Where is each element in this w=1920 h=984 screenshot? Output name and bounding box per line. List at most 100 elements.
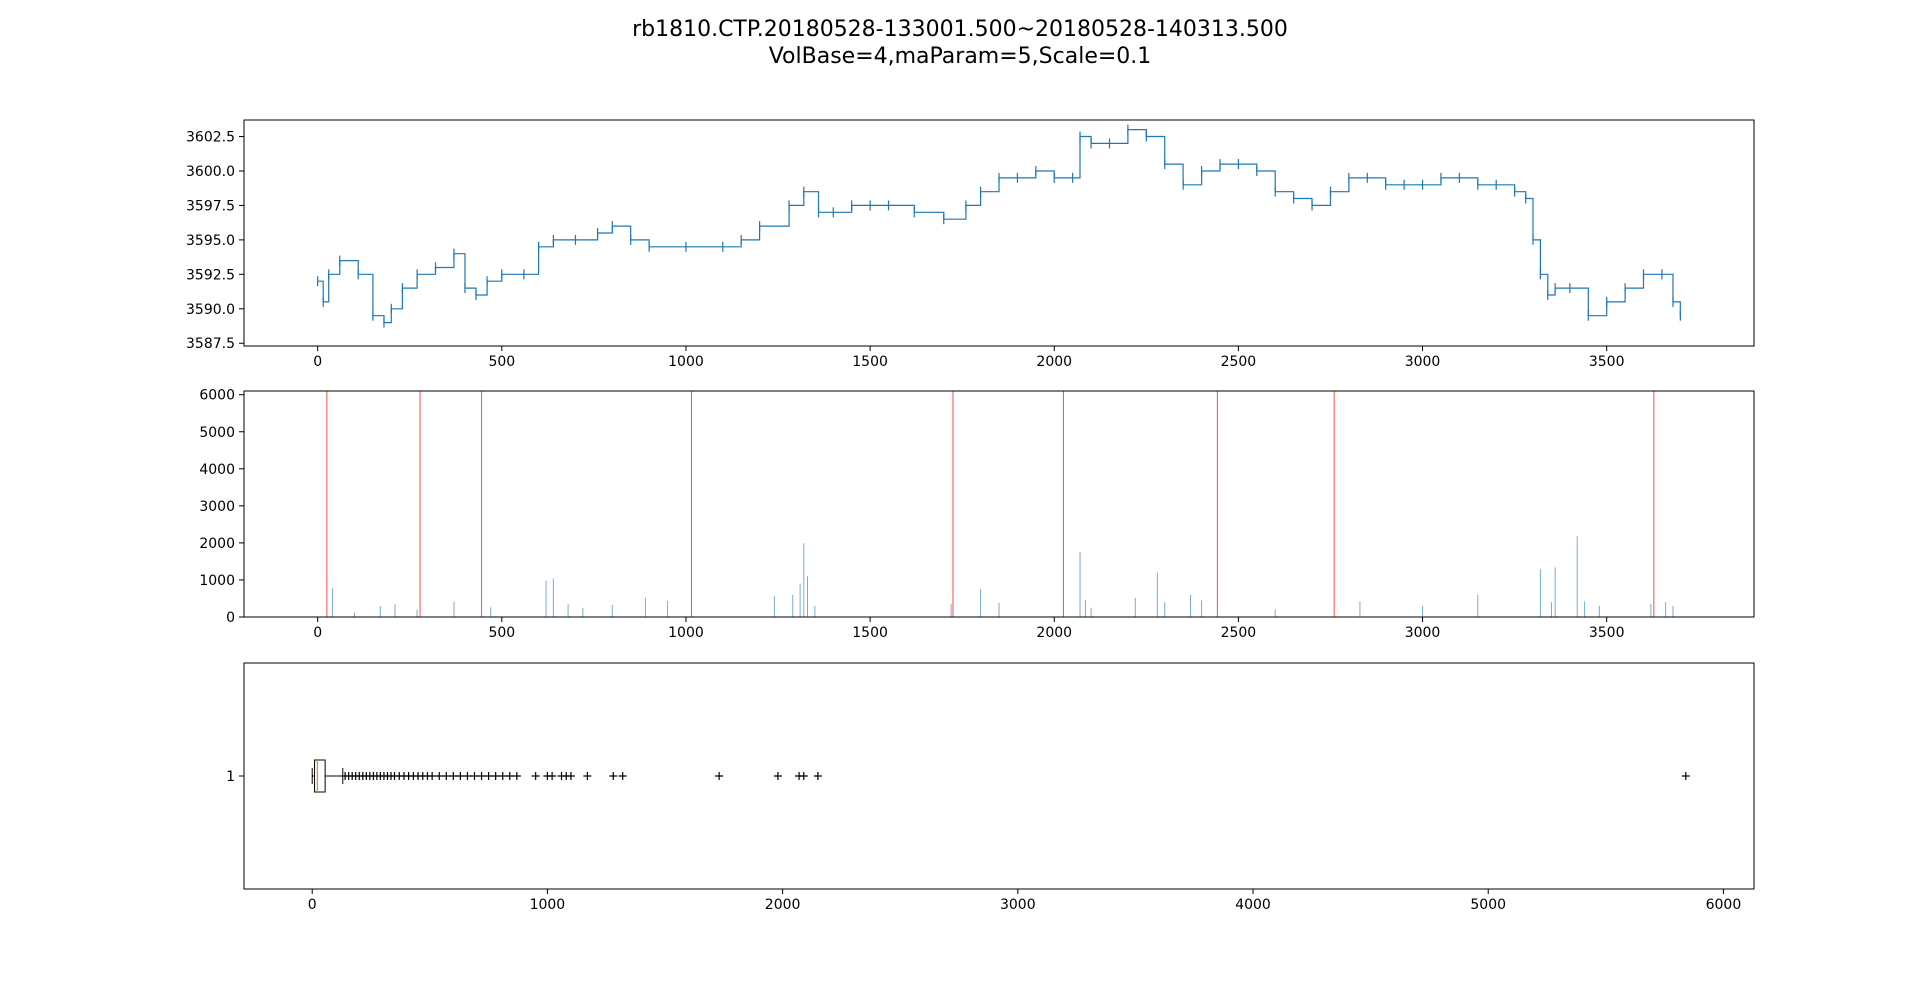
outlier-marker	[715, 772, 724, 780]
x-tick-label: 3000	[1405, 354, 1441, 370]
price-point	[1274, 186, 1276, 197]
x-tick-label: 500	[488, 354, 515, 370]
x-tick-label: 0	[313, 625, 322, 641]
outlier-marker	[463, 772, 472, 780]
price-point	[1079, 131, 1081, 142]
x-tick-label: 1500	[852, 354, 888, 370]
price-point	[648, 241, 650, 252]
outlier-marker	[498, 772, 507, 780]
price-point	[851, 200, 853, 211]
price-point	[1219, 159, 1221, 170]
price-point	[401, 283, 403, 294]
x-tick-label: 4000	[1235, 897, 1271, 913]
y-tick-label: 1000	[199, 573, 235, 589]
price-point	[1293, 193, 1295, 204]
price-point	[1108, 138, 1111, 149]
outlier-marker	[512, 772, 521, 780]
price-point	[596, 228, 599, 238]
price-point	[1672, 296, 1674, 307]
outlier-marker	[470, 772, 479, 780]
price-point	[887, 200, 890, 211]
price-point	[1440, 172, 1442, 183]
x-tick-label: 5000	[1470, 897, 1506, 913]
y-tick-label: 5000	[199, 425, 235, 441]
y-tick-label: 4000	[199, 462, 235, 478]
x-tick-label: 1000	[668, 354, 704, 370]
price-point	[869, 200, 871, 211]
price-point	[523, 269, 525, 280]
price-point	[1072, 172, 1074, 183]
outlier-marker	[583, 772, 592, 780]
price-point	[1569, 283, 1571, 294]
price-point	[357, 269, 359, 280]
outlier-marker	[531, 772, 540, 780]
outlier-marker	[1681, 772, 1690, 780]
outlier-marker	[813, 772, 822, 780]
price-point	[322, 296, 324, 307]
outlier-marker	[505, 772, 514, 780]
y-tick-label: 6000	[199, 388, 235, 404]
price-point	[803, 186, 805, 197]
price-axes-frame	[243, 119, 1755, 347]
price-point	[416, 269, 418, 280]
y-tick-label: 0	[226, 610, 235, 626]
price-chart: 0 500 1000 1500 2000 2500 3000 3500 3587.5 3590.0…	[186, 119, 1755, 370]
price-point	[685, 241, 687, 252]
price-point	[1554, 283, 1556, 294]
price-point	[1477, 179, 1479, 190]
outlier-marker	[618, 772, 627, 780]
price-point	[722, 241, 724, 252]
price-point	[759, 221, 761, 232]
price-point	[339, 255, 341, 266]
x-tick-label: 2500	[1221, 354, 1257, 370]
price-point	[1127, 124, 1129, 135]
price-point	[832, 207, 834, 218]
price-point	[1035, 165, 1037, 176]
price-series-line	[317, 129, 1681, 324]
price-point	[383, 317, 385, 328]
price-point	[501, 269, 503, 280]
price-point	[317, 276, 319, 287]
price-point	[740, 234, 742, 245]
y-tick-label: 3600.0	[186, 164, 235, 180]
price-point	[1679, 310, 1681, 321]
price-point	[630, 234, 632, 245]
price-point	[1256, 165, 1258, 176]
x-tick-label: 2000	[765, 897, 801, 913]
price-point	[1403, 179, 1405, 190]
y-tick-label: 3000	[199, 499, 235, 515]
outlier-marker	[477, 772, 486, 780]
x-tick-label: 2000	[1036, 354, 1072, 370]
price-point	[788, 200, 790, 211]
price-point	[965, 200, 967, 211]
price-point	[1366, 172, 1368, 183]
price-point	[1525, 193, 1527, 204]
price-point	[434, 262, 437, 273]
price-point	[1661, 269, 1663, 280]
volume-boxplot: 0 1000 2000 3000 4000 5000 6000 1	[226, 662, 1755, 913]
y-tick-label: 2000	[199, 536, 235, 552]
price-point	[486, 276, 488, 287]
x-tick-label: 0	[308, 897, 317, 913]
x-tick-label: 2500	[1221, 625, 1257, 641]
price-point	[1164, 159, 1166, 170]
price-point	[1311, 200, 1313, 211]
x-tick-label: 500	[488, 625, 515, 641]
y-tick-label: 3602.5	[186, 130, 235, 146]
price-point	[1532, 234, 1534, 245]
price-point	[372, 310, 374, 321]
price-point	[453, 248, 455, 259]
outlier-marker	[773, 772, 782, 780]
x-tick-label: 3000	[1000, 897, 1036, 913]
x-tick-label: 1000	[668, 625, 704, 641]
price-point	[943, 214, 945, 225]
price-point	[475, 290, 477, 301]
outlier-marker	[449, 772, 458, 780]
outlier-marker	[442, 772, 451, 780]
price-point	[552, 234, 554, 245]
price-point	[979, 186, 982, 197]
price-point	[1145, 131, 1147, 142]
outlier-marker	[799, 772, 808, 780]
x-tick-label: 2000	[1036, 625, 1072, 641]
price-point	[1624, 283, 1626, 294]
